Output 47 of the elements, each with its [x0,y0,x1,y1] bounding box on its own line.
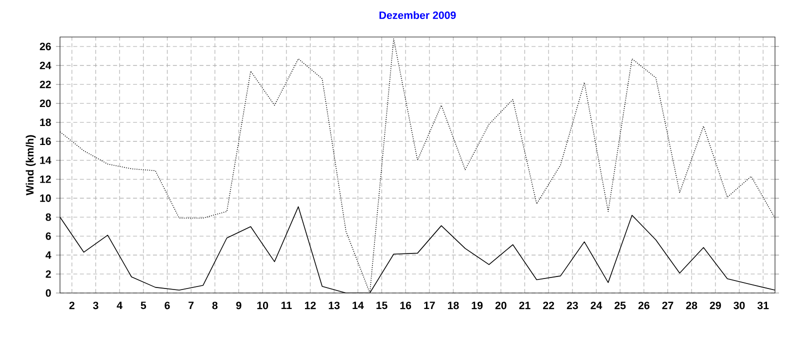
y-tick-label: 10 [40,194,51,202]
x-tick-label: 30 [734,302,745,310]
x-tick-label: 4 [116,302,122,310]
x-tick-label: 15 [376,302,388,310]
chart-title: Dezember 2009 [380,11,456,19]
y-axis-title: Wind (km/h) [26,135,36,196]
x-tick-label: 17 [424,302,435,310]
x-tick-label: 21 [519,302,530,310]
x-tick-label: 5 [140,302,146,310]
y-tick-label: 24 [40,62,52,70]
x-tick-label: 29 [710,302,721,310]
x-tick-label: 28 [686,302,698,310]
y-tick-label: 6 [46,232,51,240]
x-tick-label: 2 [69,302,74,310]
x-tick-label: 26 [638,302,650,310]
x-tick-label: 19 [472,302,483,310]
x-tick-label: 31 [757,302,769,310]
x-tick-label: 23 [566,302,578,310]
x-tick-label: 13 [328,302,340,310]
x-tick-label: 9 [236,302,242,310]
x-tick-label: 22 [543,302,554,310]
y-tick-label: 0 [46,289,51,297]
x-tick-label: 14 [352,302,364,310]
line-series [60,38,776,293]
y-tick-label: 12 [40,176,51,183]
x-tick-label: 11 [281,302,292,310]
y-tick-label: 4 [46,251,52,259]
y-tick-label: 18 [40,118,51,126]
y-tick-label: 22 [40,80,51,88]
x-tick-label: 6 [164,302,170,310]
y-tick-label: 20 [40,100,51,108]
y-tick-label: 14 [40,156,52,164]
x-tick-label: 20 [495,302,506,310]
x-tick-label: 12 [305,302,316,310]
y-tick-label: 8 [46,213,51,221]
x-tick-label: 18 [448,302,459,310]
y-tick-label: 2 [46,270,51,278]
x-tick-label: 10 [257,302,268,310]
x-tick-label: 24 [590,302,602,310]
x-tick-label: 25 [614,302,626,310]
x-tick-label: 3 [93,302,98,310]
y-tick-label: 26 [40,42,51,50]
x-tick-label: 16 [400,302,412,310]
x-tick-label: 7 [188,302,194,310]
x-tick-label: 27 [662,302,674,310]
x-tick-label: 8 [212,302,218,310]
y-tick-label: 16 [40,138,51,146]
